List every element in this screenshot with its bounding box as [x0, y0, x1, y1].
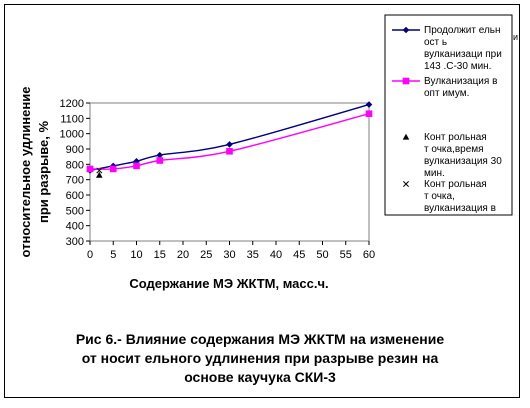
y-axis-label-line-2: при разрыве, %	[36, 121, 51, 224]
x-tick-label: 0	[87, 249, 93, 261]
y-tick-label: 1000	[60, 129, 84, 141]
legend-overflow-text: и	[513, 32, 518, 42]
x-tick-label: 45	[293, 249, 305, 261]
legend-swatch-1-marker	[402, 26, 410, 34]
figure-caption: Рис 6.- Влияние содержания МЭ ЖКТМ на из…	[40, 330, 480, 387]
series-2-point	[226, 148, 233, 155]
y-tick-label: 300	[66, 236, 84, 248]
y-tick-label: 400	[66, 221, 84, 233]
x-tick-label: 15	[154, 249, 166, 261]
legend-box	[384, 14, 513, 216]
x-tick-label: 35	[247, 249, 259, 261]
series-1-point	[365, 101, 373, 108]
y-tick-label: 1100	[60, 113, 84, 125]
x-tick-label: 30	[223, 249, 235, 261]
legend-entry-1-text: вулканизаци при	[424, 49, 502, 60]
y-axis-label: относительное удлинение при разрыве, %	[18, 87, 51, 258]
x-marker-stroke	[403, 181, 409, 187]
series-2-point	[133, 162, 140, 170]
legend-entry-3-text: мин.	[424, 168, 445, 179]
y-tick-label: 1200	[60, 98, 84, 110]
legend-entry-4-text: Конт рольная	[424, 179, 487, 190]
x-tick-label: 60	[363, 249, 375, 261]
series-1-point	[156, 151, 164, 159]
series-2-point	[109, 165, 117, 173]
x-tick-label: 5	[110, 249, 116, 261]
caption-line-2: от носит ельного удлинения при разрыве р…	[81, 350, 439, 366]
y-tick-label: 800	[66, 159, 84, 171]
series-layer	[86, 101, 373, 178]
x-tick-label: 55	[340, 249, 352, 261]
x-tick-label: 10	[130, 249, 142, 261]
legend-entry-2-text: опт имум.	[424, 88, 469, 99]
series-4-point	[96, 167, 103, 174]
plot-area	[89, 102, 370, 242]
legend-swatch-2-marker	[402, 77, 410, 85]
x-marker-stroke	[96, 167, 103, 174]
series-2-point	[86, 165, 94, 173]
series-1-point	[226, 141, 233, 148]
legend-entry-2-text: Вулканизация в	[424, 76, 497, 87]
legend-entry-3-text: т очка,время	[424, 144, 484, 155]
legend-entry-3-text: вулканизация 30	[424, 156, 502, 167]
x-axis: 0 5 10 15 20 25 30 35 40 45 50 55 60	[87, 241, 375, 261]
legend-entry-4-text: вулканизация в	[424, 203, 496, 214]
x-tick-label: 40	[270, 249, 282, 261]
legend-entry-1-text: 143 .С-30 мин.	[424, 61, 491, 72]
y-tick-label: 900	[66, 144, 84, 156]
caption-line-1: Рис 6.- Влияние содержания МЭ ЖКТМ на из…	[75, 331, 445, 347]
x-tick-label: 50	[316, 249, 328, 261]
series-3-point	[96, 171, 103, 178]
x-tick-label: 25	[200, 249, 212, 261]
y-tick-label: 600	[66, 190, 84, 202]
legend-swatch-3-marker	[402, 133, 410, 140]
legend-swatch-4-marker	[403, 181, 409, 187]
series-2-point	[156, 157, 164, 164]
y-axis: 300 400 500 600 700 800 900 1000 1100 1200	[60, 98, 90, 248]
caption-line-3: основе каучука СКИ-3	[184, 369, 336, 385]
y-tick-label: 700	[66, 175, 84, 187]
legend-entry-1-text: Продолжит ельн	[424, 25, 501, 36]
y-axis-label-line-1: относительное удлинение	[18, 87, 33, 258]
x-tick-label: 20	[177, 249, 189, 261]
series-2-point	[365, 110, 373, 118]
legend-entry-3-text: Конт рольная	[424, 132, 487, 143]
y-tick-label: 500	[66, 205, 84, 217]
x-axis-label: Содержание МЭ ЖКТМ, масс.ч.	[129, 276, 328, 291]
legend-entry-4-text: т очка,	[424, 191, 455, 202]
legend-entry-1-text: ост ь	[424, 37, 447, 48]
